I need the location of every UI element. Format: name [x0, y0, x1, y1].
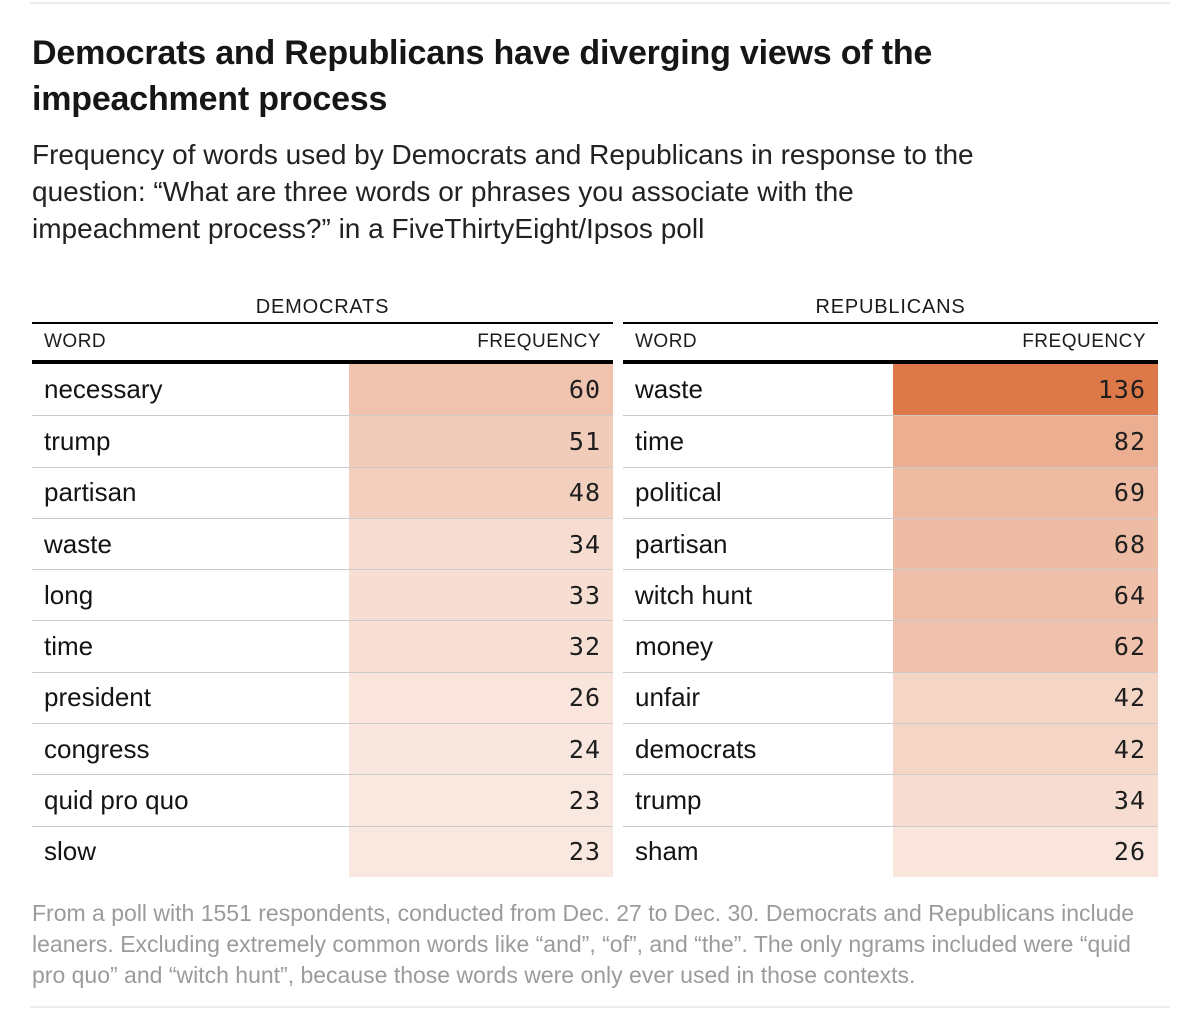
footnote-line-3: pro quo” and “witch hunt”, because those… — [32, 962, 916, 988]
frequency-cell: 32 — [349, 621, 613, 672]
democrats-column-headers: WORD FREQUENCY — [32, 324, 613, 364]
word-column-header: WORD — [44, 331, 107, 352]
republicans-table-title: REPUBLICANS — [623, 294, 1158, 324]
word-cell: unfair — [635, 682, 701, 713]
word-cell: quid pro quo — [44, 785, 189, 816]
table-row: slow 23 — [32, 825, 613, 877]
chart-subtitle-line-3: impeachment process?” in a FiveThirtyEig… — [32, 213, 705, 244]
word-cell: witch hunt — [635, 579, 753, 610]
chart-subtitle: Frequency of words used by Democrats and… — [32, 136, 1182, 247]
table-row: witch hunt 64 — [623, 569, 1158, 621]
word-cell: partisan — [635, 528, 728, 559]
table-row: political 69 — [623, 466, 1158, 518]
chart-title: Democrats and Republicans have diverging… — [32, 30, 1152, 122]
word-cell: waste — [635, 374, 703, 405]
table-row: trump 34 — [623, 774, 1158, 826]
republicans-column-headers: WORD FREQUENCY — [623, 324, 1158, 364]
table-row: partisan 48 — [32, 466, 613, 518]
table-row: time 82 — [623, 415, 1158, 467]
chart-title-line-1: Democrats and Republicans have diverging… — [32, 34, 933, 72]
table-row: quid pro quo 23 — [32, 774, 613, 826]
frequency-cell: 136 — [893, 364, 1158, 416]
republicans-table-rows: waste 136 time 82 political 69 partisan 68 witch… — [623, 364, 1158, 877]
frequency-cell: 33 — [349, 570, 613, 621]
word-cell: time — [44, 631, 94, 662]
table-row: necessary 60 — [32, 364, 613, 416]
frequency-cell: 34 — [349, 518, 613, 570]
footnote-line-1: From a poll with 1551 respondents, condu… — [32, 900, 1135, 926]
word-frequency-tables: DEMOCRATS WORD FREQUENCY necessary 60 trum… — [0, 294, 1200, 884]
frequency-cell: 42 — [893, 672, 1158, 724]
frequency-cell: 51 — [349, 416, 613, 467]
word-cell: money — [635, 631, 714, 662]
word-cell: slow — [44, 836, 97, 867]
word-cell: president — [44, 682, 151, 713]
word-cell: partisan — [44, 477, 137, 508]
word-cell: sham — [635, 836, 699, 867]
frequency-cell: 23 — [349, 775, 613, 826]
word-cell: trump — [635, 785, 702, 816]
frequency-cell: 60 — [349, 364, 613, 416]
table-row: trump 51 — [32, 415, 613, 467]
frequency-cell: 34 — [893, 775, 1158, 826]
frequency-cell: 64 — [893, 570, 1158, 621]
frequency-cell: 42 — [893, 724, 1158, 775]
word-column-header: WORD — [635, 331, 698, 352]
table-row: time 32 — [32, 620, 613, 672]
frequency-cell: 23 — [349, 826, 613, 877]
frequency-cell: 68 — [893, 518, 1158, 570]
table-row: unfair 42 — [623, 671, 1158, 724]
frequency-cell: 69 — [893, 467, 1158, 518]
republicans-table: REPUBLICANS WORD FREQUENCY waste 136 time 8… — [623, 294, 1158, 877]
frequency-cell: 26 — [893, 826, 1158, 877]
word-cell: political — [635, 477, 722, 508]
frequency-cell: 62 — [893, 621, 1158, 672]
table-row: long 33 — [32, 569, 613, 621]
frequency-cell: 26 — [349, 672, 613, 724]
democrats-table-rows: necessary 60 trump 51 partisan 48 waste 34 long 3… — [32, 364, 613, 877]
democrats-table-title: DEMOCRATS — [32, 294, 613, 324]
bottom-divider — [30, 1006, 1170, 1008]
word-cell: necessary — [44, 374, 163, 405]
word-cell: time — [635, 425, 685, 456]
table-row: partisan 68 — [623, 517, 1158, 570]
frequency-cell: 48 — [349, 467, 613, 518]
word-cell: democrats — [635, 733, 757, 764]
word-cell: trump — [44, 425, 111, 456]
table-row: money 62 — [623, 620, 1158, 672]
chart-subtitle-line-2: question: “What are three words or phras… — [32, 176, 854, 207]
table-row: waste 34 — [32, 517, 613, 570]
top-divider — [30, 2, 1170, 4]
frequency-cell: 24 — [349, 724, 613, 775]
frequency-cell: 82 — [893, 416, 1158, 467]
chart-title-line-2: impeachment process — [32, 80, 388, 118]
frequency-column-header: FREQUENCY — [1022, 331, 1146, 352]
word-cell: waste — [44, 528, 112, 559]
word-cell: congress — [44, 733, 150, 764]
table-row: sham 26 — [623, 825, 1158, 877]
table-row: congress 24 — [32, 723, 613, 775]
democrats-table: DEMOCRATS WORD FREQUENCY necessary 60 trum… — [32, 294, 613, 877]
table-row: waste 136 — [623, 364, 1158, 416]
word-cell: long — [44, 579, 94, 610]
footnote-line-2: leaners. Excluding extremely common word… — [32, 931, 1131, 957]
table-row: democrats 42 — [623, 723, 1158, 775]
table-row: president 26 — [32, 671, 613, 724]
frequency-column-header: FREQUENCY — [477, 331, 601, 352]
chart-subtitle-line-1: Frequency of words used by Democrats and… — [32, 139, 974, 170]
footnote: From a poll with 1551 respondents, condu… — [32, 898, 1162, 991]
